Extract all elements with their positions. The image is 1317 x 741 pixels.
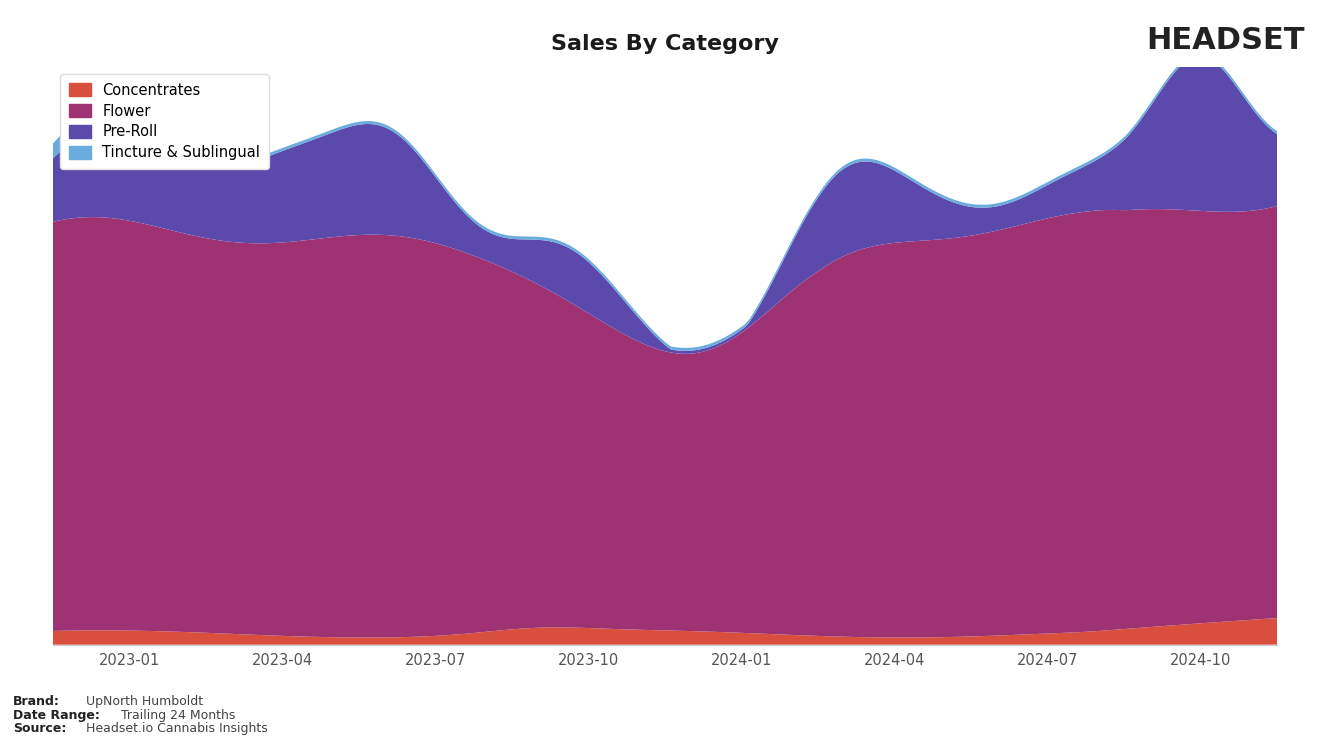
Text: Source:: Source: bbox=[13, 722, 67, 735]
Text: HEADSET: HEADSET bbox=[1146, 26, 1304, 55]
Text: UpNorth Humboldt: UpNorth Humboldt bbox=[86, 696, 203, 708]
Text: Trailing 24 Months: Trailing 24 Months bbox=[121, 709, 236, 722]
Text: Brand:: Brand: bbox=[13, 696, 61, 708]
Text: Headset.io Cannabis Insights: Headset.io Cannabis Insights bbox=[86, 722, 267, 735]
Legend: Concentrates, Flower, Pre-Roll, Tincture & Sublingual: Concentrates, Flower, Pre-Roll, Tincture… bbox=[61, 74, 269, 169]
Title: Sales By Category: Sales By Category bbox=[551, 34, 780, 54]
Text: Date Range:: Date Range: bbox=[13, 709, 100, 722]
